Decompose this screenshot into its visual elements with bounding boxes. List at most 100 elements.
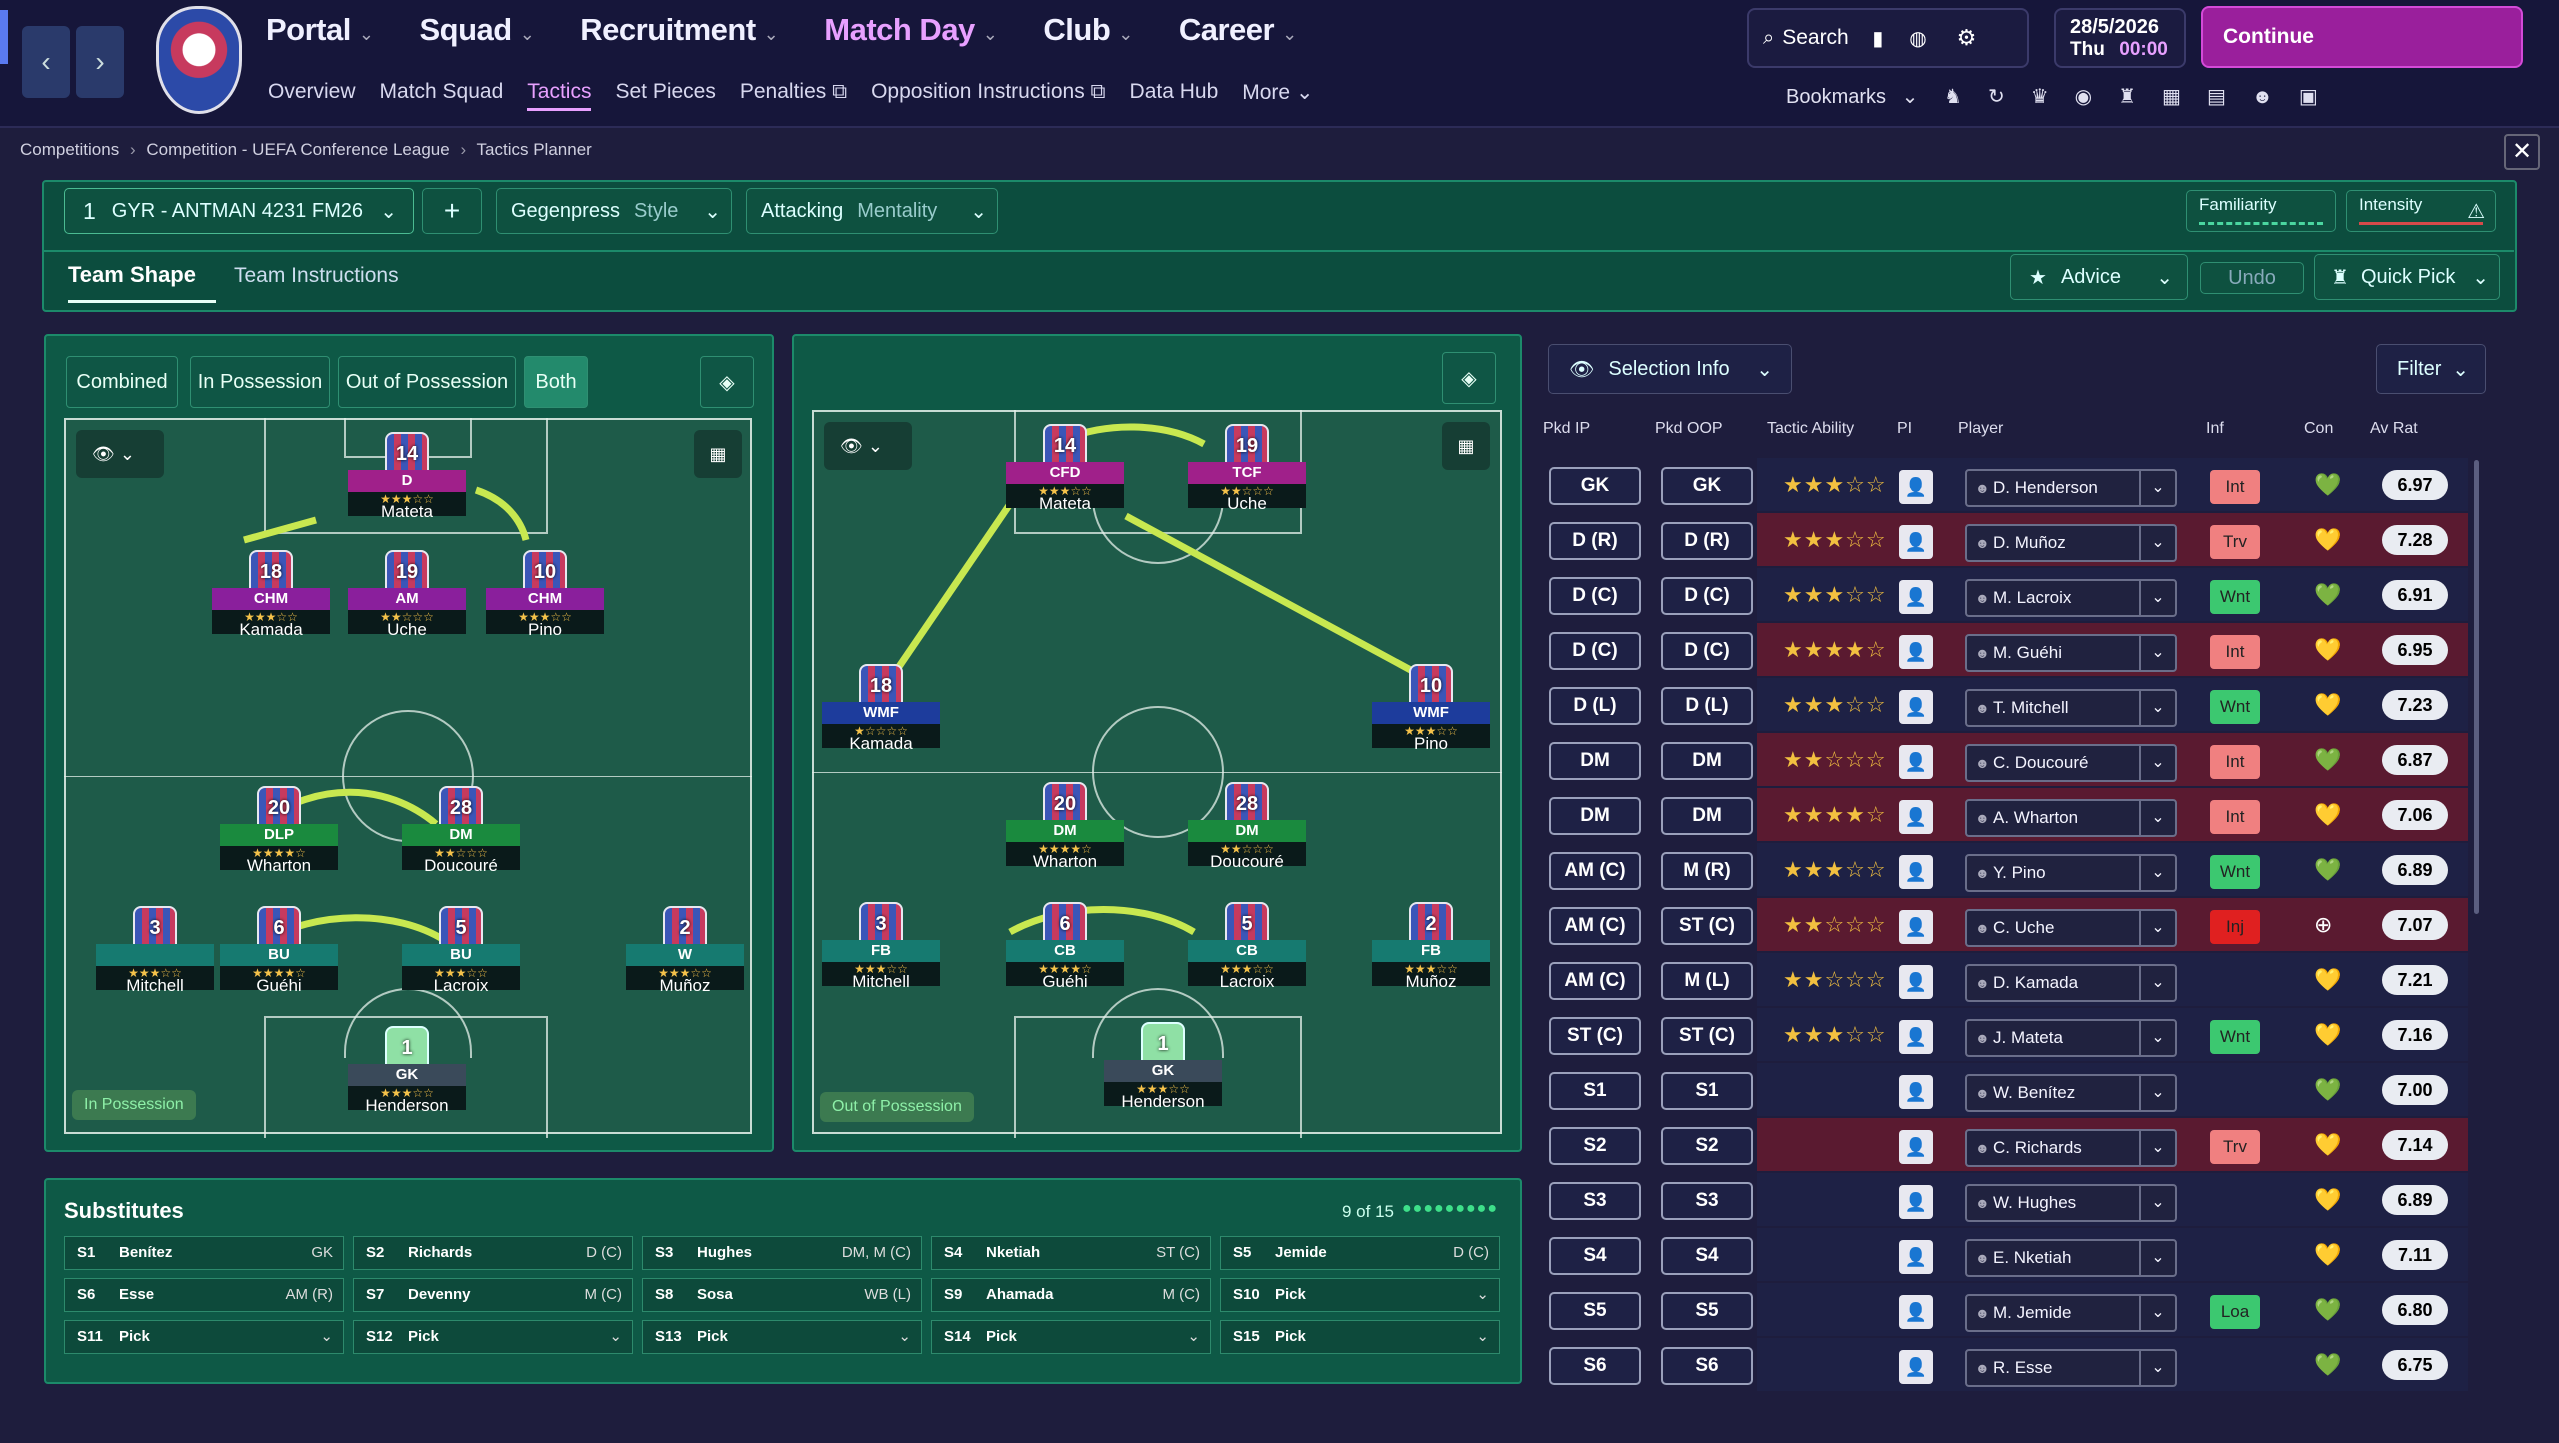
subnav-7[interactable]: More ⌄ [1242,81,1314,104]
intensity-meter[interactable]: Intensity ⚠ [2346,190,2496,232]
player-card[interactable]: FB ★★★☆☆ Mitchell [822,940,940,990]
table-row[interactable]: S2 S2 👤 ☻ C. Richards ⌄ Trv 💛 7.14 [1537,1118,2468,1171]
table-row[interactable]: S1 S1 👤 ☻ W. Benítez ⌄ 💚 7.00 [1537,1063,2468,1116]
bookmarks-dropdown[interactable]: Bookmarks ⌄ [1786,84,1918,109]
player-card[interactable]: AM ★★☆☆☆ Uche [348,588,466,638]
advice-button[interactable]: ★ Advice ⌄ [2010,254,2188,300]
table-row[interactable]: S5 S5 👤 ☻ M. Jemide ⌄ Loa 💚 6.80 [1537,1283,2468,1336]
date-widget[interactable]: 28/5/2026 Thu 00:00 [2054,8,2186,68]
shirt-icon[interactable]: ♜ [2118,86,2163,108]
table-row[interactable]: S3 S3 👤 ☻ W. Hughes ⌄ 💛 6.89 [1537,1173,2468,1226]
player-select[interactable]: ☻ C. Richards ⌄ [1965,1129,2177,1167]
player-select[interactable]: ☻ R. Esse ⌄ [1965,1349,2177,1387]
search-icon[interactable]: ⌕ [1763,26,1775,49]
table-row[interactable]: AM (C) M (L) ★★☆☆☆ 👤 ☻ D. Kamada ⌄ 💛 7.21 [1537,953,2468,1006]
sub-slot[interactable]: S9 Ahamada M (C) [931,1278,1211,1312]
player-instructions-icon[interactable]: 👤 [1899,1075,1933,1109]
subnav-3[interactable]: Set Pieces [615,80,716,103]
pkd-ip-tag[interactable]: S5 [1549,1292,1641,1330]
pkd-ip-tag[interactable]: S3 [1549,1182,1641,1220]
player-select[interactable]: ☻ A. Wharton ⌄ [1965,799,2177,837]
pkd-ip-tag[interactable]: DM [1549,742,1641,780]
calendar-icon[interactable]: ▦ [2162,86,2207,108]
player-card[interactable]: DM ★★★★☆ Wharton [1006,820,1124,870]
view-toggle[interactable]: 👁 ⌄ [824,422,912,470]
pkd-oop-tag[interactable]: S2 [1661,1127,1753,1165]
player-instructions-icon[interactable]: 👤 [1899,1240,1933,1274]
column-header[interactable]: Player [1958,420,2004,437]
inbox-icon[interactable]: ▮ [1872,27,1884,50]
both-toggle[interactable]: Both [524,356,588,408]
player-select[interactable]: ☻ T. Mitchell ⌄ [1965,689,2177,727]
formation-icon[interactable]: ◈ [1442,352,1496,404]
pkd-oop-tag[interactable]: ST (C) [1661,1017,1753,1055]
player-card[interactable]: CHM ★★★☆☆ Kamada [212,588,330,638]
subnav-1[interactable]: Match Squad [379,80,504,103]
subnav-5[interactable]: Opposition Instructions ⧉ [871,80,1106,103]
player-instructions-icon[interactable]: 👤 [1899,800,1933,834]
player-select[interactable]: ☻ E. Nketiah ⌄ [1965,1239,2177,1277]
subnav-6[interactable]: Data Hub [1129,80,1219,103]
in-possession-toggle[interactable]: In Possession [190,356,330,408]
continue-button[interactable]: Continue [2201,6,2523,68]
player-card[interactable]: DLP ★★★★☆ Wharton [220,824,338,874]
tab-team-instructions[interactable]: Team Instructions [234,264,399,287]
player-instructions-icon[interactable]: 👤 [1899,1350,1933,1384]
sub-slot[interactable]: S1 Benítez GK [64,1236,344,1270]
nav-club[interactable]: Club ⌄ [1043,12,1133,48]
pkd-ip-tag[interactable]: S2 [1549,1127,1641,1165]
scout-icon[interactable]: ☻ [2251,86,2299,108]
player-card[interactable]: WMF ★★★☆☆ Pino [1372,702,1490,752]
table-row[interactable]: DM DM ★★☆☆☆ 👤 ☻ C. Doucouré ⌄ Int 💚 6.87 [1537,733,2468,786]
refresh-icon[interactable]: ↻ [1987,86,2031,108]
nav-recruitment[interactable]: Recruitment ⌄ [580,12,778,48]
out-of-possession-toggle[interactable]: Out of Possession [338,356,516,408]
sub-slot[interactable]: S13 Pick ⌄ [642,1320,922,1354]
style-dropdown[interactable]: Gegenpress Style ⌄ [496,188,732,234]
pkd-ip-tag[interactable]: AM (C) [1549,852,1641,890]
pkd-oop-tag[interactable]: M (R) [1661,852,1753,890]
sub-slot[interactable]: S8 Sosa WB (L) [642,1278,922,1312]
player-select[interactable]: ☻ W. Hughes ⌄ [1965,1184,2177,1222]
add-tactic-button[interactable]: + [422,188,482,234]
pkd-oop-tag[interactable]: D (L) [1661,687,1753,725]
pkd-ip-tag[interactable]: D (R) [1549,522,1641,560]
player-card[interactable]: DM ★★☆☆☆ Doucouré [402,824,520,874]
sub-slot[interactable]: S2 Richards D (C) [353,1236,633,1270]
globe-icon[interactable]: ◍ [1909,27,1927,50]
player-instructions-icon[interactable]: 👤 [1899,635,1933,669]
player-instructions-icon[interactable]: 👤 [1899,1020,1933,1054]
close-icon[interactable]: ✕ [2504,134,2540,170]
player-select[interactable]: ☻ D. Kamada ⌄ [1965,964,2177,1002]
nav-portal[interactable]: Portal ⌄ [266,12,374,48]
player-select[interactable]: ☻ W. Benítez ⌄ [1965,1074,2177,1112]
sub-slot[interactable]: S3 Hughes DM, M (C) [642,1236,922,1270]
sub-slot[interactable]: S12 Pick ⌄ [353,1320,633,1354]
grid-icon[interactable]: ▦ [694,430,742,478]
player-select[interactable]: ☻ Y. Pino ⌄ [1965,854,2177,892]
player-select[interactable]: ☻ D. Henderson ⌄ [1965,469,2177,507]
pkd-oop-tag[interactable]: S3 [1661,1182,1753,1220]
pkd-ip-tag[interactable]: S4 [1549,1237,1641,1275]
combined-toggle[interactable]: Combined [66,356,178,408]
breadcrumb-competitions[interactable]: Competitions [20,140,120,159]
sub-slot[interactable]: S6 Esse AM (R) [64,1278,344,1312]
column-header[interactable]: Pkd IP [1543,420,1591,437]
table-row[interactable]: D (C) D (C) ★★★☆☆ 👤 ☻ M. Lacroix ⌄ Wnt 💚 6.91 [1537,568,2468,621]
sub-slot[interactable]: S10 Pick ⌄ [1220,1278,1500,1312]
column-header[interactable]: Av Rat [2370,420,2418,437]
table-row[interactable]: DM DM ★★★★☆ 👤 ☻ A. Wharton ⌄ Int 💛 7.06 [1537,788,2468,841]
table-row[interactable]: D (L) D (L) ★★★☆☆ 👤 ☻ T. Mitchell ⌄ Wnt 💛 7.23 [1537,678,2468,731]
pkd-oop-tag[interactable]: D (C) [1661,632,1753,670]
pkd-oop-tag[interactable]: S1 [1661,1072,1753,1110]
notes-icon[interactable]: ▣ [2298,86,2344,108]
table-row[interactable]: S6 S6 👤 ☻ R. Esse ⌄ 💚 6.75 [1537,1338,2468,1391]
player-instructions-icon[interactable]: 👤 [1899,855,1933,889]
sub-slot[interactable]: S7 Devenny M (C) [353,1278,633,1312]
table-row[interactable]: GK GK ★★★☆☆ 👤 ☻ D. Henderson ⌄ Int 💚 6.97 [1537,458,2468,511]
pkd-ip-tag[interactable]: D (C) [1549,632,1641,670]
pkd-ip-tag[interactable]: D (C) [1549,577,1641,615]
quick-pick-button[interactable]: ♜ Quick Pick ⌄ [2314,254,2500,300]
table-row[interactable]: D (C) D (C) ★★★★☆ 👤 ☻ M. Guéhi ⌄ Int 💛 6.95 [1537,623,2468,676]
sub-slot[interactable]: S5 Jemide D (C) [1220,1236,1500,1270]
